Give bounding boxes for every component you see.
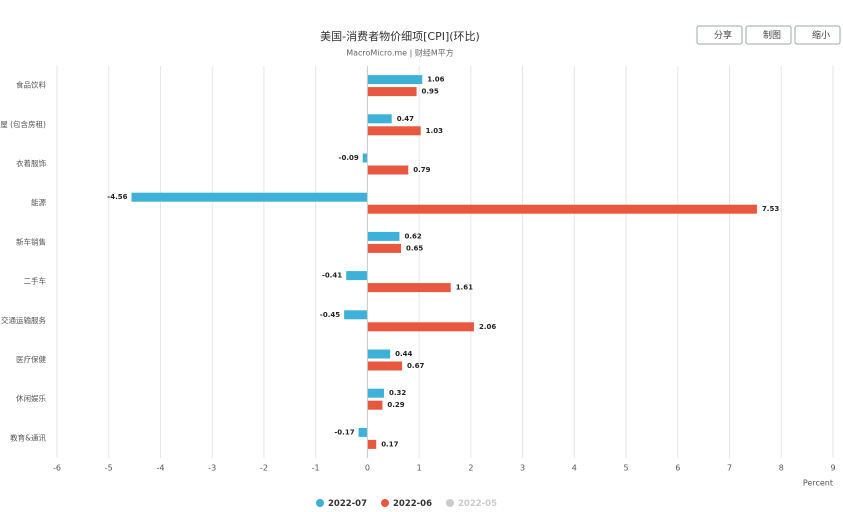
x-tick-label: 8	[779, 464, 784, 473]
x-axis-label: Percent	[803, 479, 833, 488]
button-label: 缩小	[812, 29, 830, 41]
legend-swatch	[316, 499, 324, 507]
toolbar-button[interactable]: 缩小	[794, 25, 841, 45]
x-tick-label: 9	[830, 464, 835, 473]
x-tick-label: 4	[572, 464, 577, 473]
x-tick-label: 7	[727, 464, 732, 473]
bar	[367, 322, 474, 332]
toolbar-button[interactable]: 制图	[745, 25, 792, 45]
x-tick-label: 5	[624, 464, 629, 473]
value-label: 0.79	[413, 166, 430, 174]
bar	[367, 349, 391, 359]
value-label: -4.56	[107, 193, 127, 201]
x-tick-label: 1	[417, 464, 422, 473]
bar	[367, 388, 384, 398]
value-label: 0.65	[406, 244, 423, 252]
bar	[367, 439, 377, 449]
bar	[131, 192, 368, 202]
x-tick-label: -2	[260, 464, 268, 473]
button-label: 分享	[714, 29, 732, 41]
value-label: 1.61	[456, 284, 473, 292]
bar	[346, 271, 368, 281]
bar	[367, 243, 402, 253]
y-tick-label: 休闲娱乐	[16, 393, 46, 403]
value-label: -0.17	[334, 428, 354, 436]
y-tick-label: 医疗保健	[16, 354, 46, 364]
y-tick-label: 能源	[31, 197, 46, 207]
y-tick-label: 交通运输服务	[1, 315, 46, 325]
x-tick-label: 0	[365, 464, 370, 473]
bar	[358, 427, 368, 437]
bar	[367, 114, 392, 124]
bar	[367, 126, 421, 136]
chart-title: 美国-消费者物价细项[CPI](环比)	[320, 29, 480, 43]
y-tick-label: 住屋 (包含房租)	[0, 119, 46, 129]
bar	[367, 400, 383, 410]
x-tick-label: -3	[208, 464, 216, 473]
legend-label: 2022-07	[328, 499, 367, 509]
x-tick-label: -1	[312, 464, 320, 473]
bar	[367, 87, 417, 97]
y-tick-label: 教育&通讯	[10, 432, 46, 442]
value-label: -0.09	[339, 154, 359, 162]
value-label: 1.03	[426, 127, 443, 135]
value-label: 0.62	[404, 232, 421, 240]
value-label: -0.45	[320, 311, 340, 319]
x-tick-label: 2	[468, 464, 473, 473]
bar	[367, 283, 451, 293]
value-label: 0.47	[397, 115, 414, 123]
bar	[367, 231, 400, 241]
y-tick-label: 食品饮料	[16, 80, 46, 90]
value-label: -0.41	[322, 272, 342, 280]
bar	[367, 165, 409, 175]
value-label: 0.44	[395, 350, 412, 358]
value-label: 0.95	[422, 88, 439, 96]
legend-swatch	[381, 499, 389, 507]
x-tick-label: 6	[675, 464, 680, 473]
bar	[362, 153, 368, 163]
legend-item[interactable]: 2022-05	[446, 499, 497, 509]
value-label: 0.29	[387, 401, 404, 409]
value-label: 2.06	[479, 323, 496, 331]
legend-item[interactable]: 2022-06	[381, 499, 432, 509]
chart-subtitle: MacroMicro.me | 财经M平方	[346, 48, 454, 58]
button-frame	[745, 25, 792, 45]
value-label: 0.32	[389, 389, 406, 397]
legend-item[interactable]: 2022-07	[316, 499, 367, 509]
value-label: 0.67	[407, 362, 424, 370]
bar	[367, 75, 423, 85]
button-frame	[794, 25, 841, 45]
button-label: 制图	[763, 29, 781, 41]
value-label: 1.06	[427, 76, 444, 84]
toolbar-button[interactable]: 分享	[696, 25, 743, 45]
x-tick-label: -6	[53, 464, 61, 473]
button-frame	[696, 25, 743, 45]
legend-swatch	[446, 499, 454, 507]
value-label: 7.53	[762, 205, 779, 213]
bar	[367, 204, 757, 214]
y-tick-label: 衣着服饰	[16, 158, 46, 168]
x-tick-label: -4	[156, 464, 164, 473]
bar	[367, 361, 403, 371]
y-tick-label: 新车销售	[16, 236, 46, 246]
y-tick-label: 二手车	[24, 276, 47, 286]
x-tick-label: 3	[520, 464, 525, 473]
legend-label: 2022-06	[393, 499, 432, 509]
bar	[344, 310, 368, 320]
value-label: 0.17	[381, 440, 398, 448]
legend-label: 2022-05	[458, 499, 497, 509]
x-tick-label: -5	[105, 464, 113, 473]
